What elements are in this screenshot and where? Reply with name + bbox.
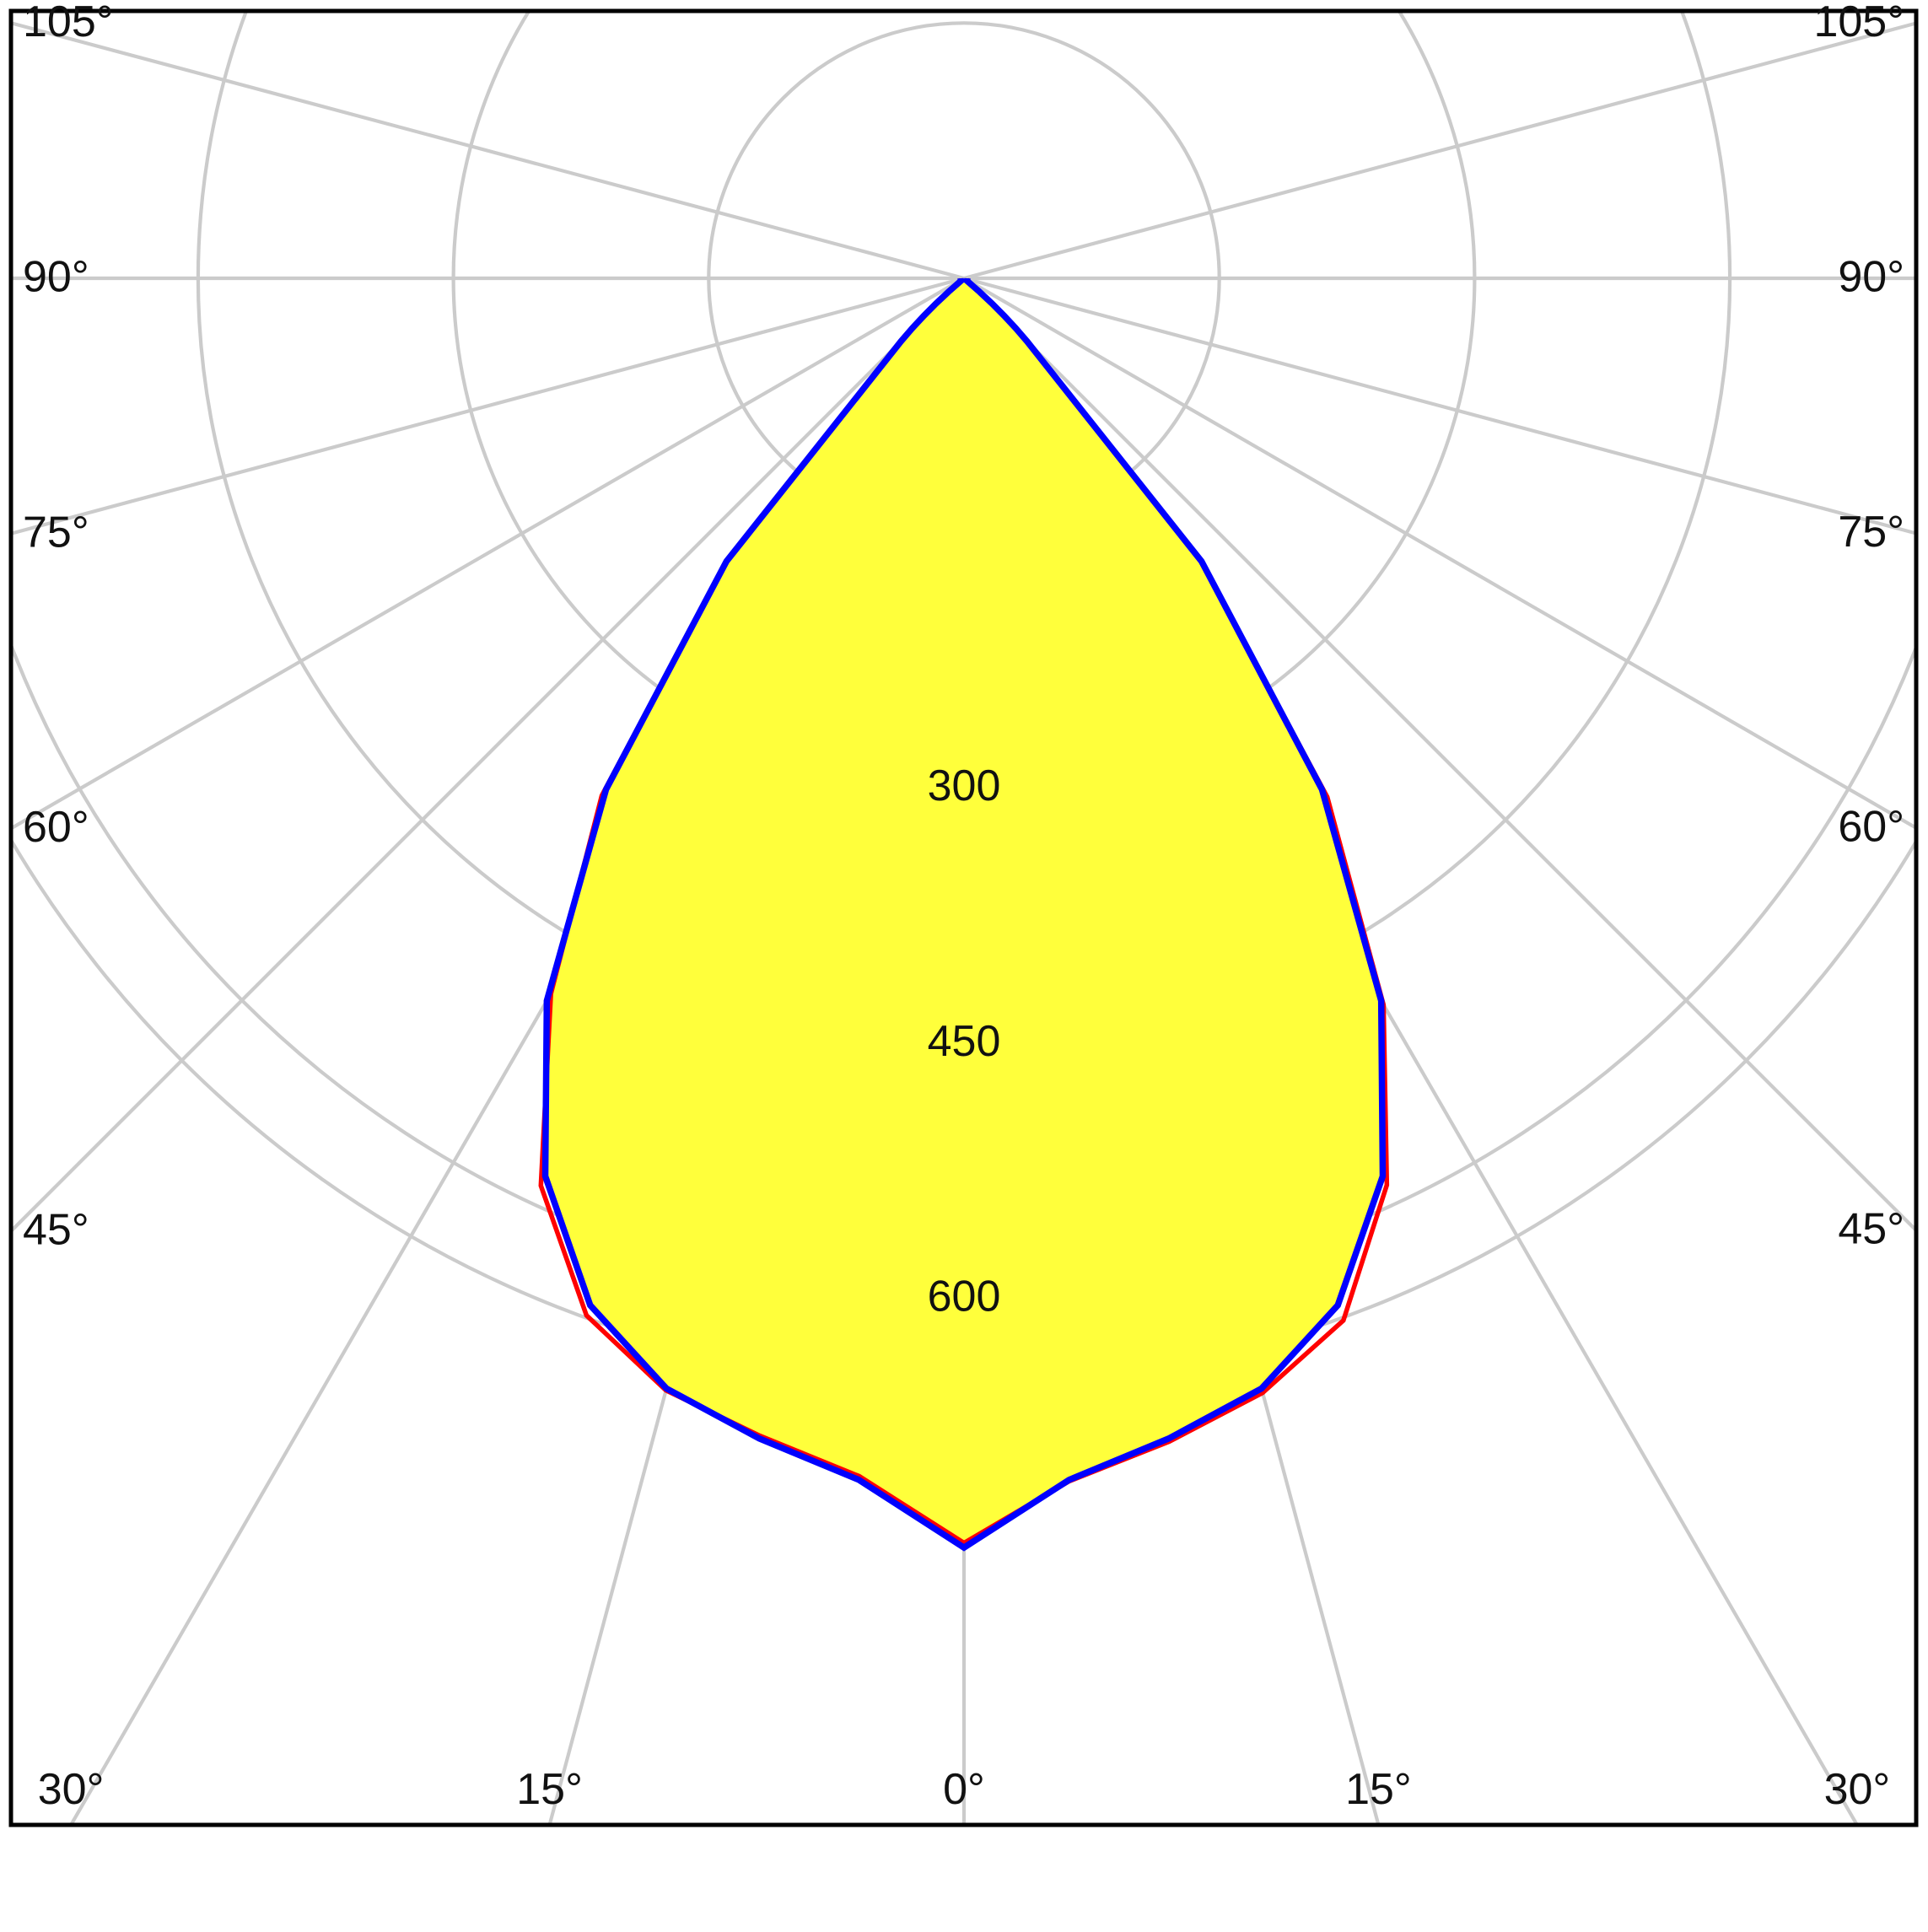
svg-text:15°: 15°: [1345, 1765, 1412, 1814]
svg-text:30°: 30°: [38, 1765, 105, 1814]
svg-text:75°: 75°: [23, 509, 89, 557]
svg-text:105°: 105°: [23, 0, 114, 46]
svg-text:105°: 105°: [1813, 0, 1904, 46]
svg-text:600: 600: [928, 1273, 1001, 1321]
svg-text:45°: 45°: [1838, 1205, 1904, 1254]
svg-text:60°: 60°: [23, 803, 89, 852]
svg-text:15°: 15°: [516, 1765, 583, 1814]
svg-text:30°: 30°: [1824, 1765, 1891, 1814]
svg-text:75°: 75°: [1838, 508, 1904, 557]
svg-text:90°: 90°: [1838, 253, 1904, 302]
svg-text:0°: 0°: [943, 1765, 985, 1814]
svg-text:300: 300: [928, 761, 1001, 810]
svg-text:90°: 90°: [23, 253, 89, 302]
svg-text:450: 450: [928, 1017, 1001, 1066]
svg-text:60°: 60°: [1838, 803, 1904, 852]
svg-text:45°: 45°: [23, 1206, 89, 1255]
